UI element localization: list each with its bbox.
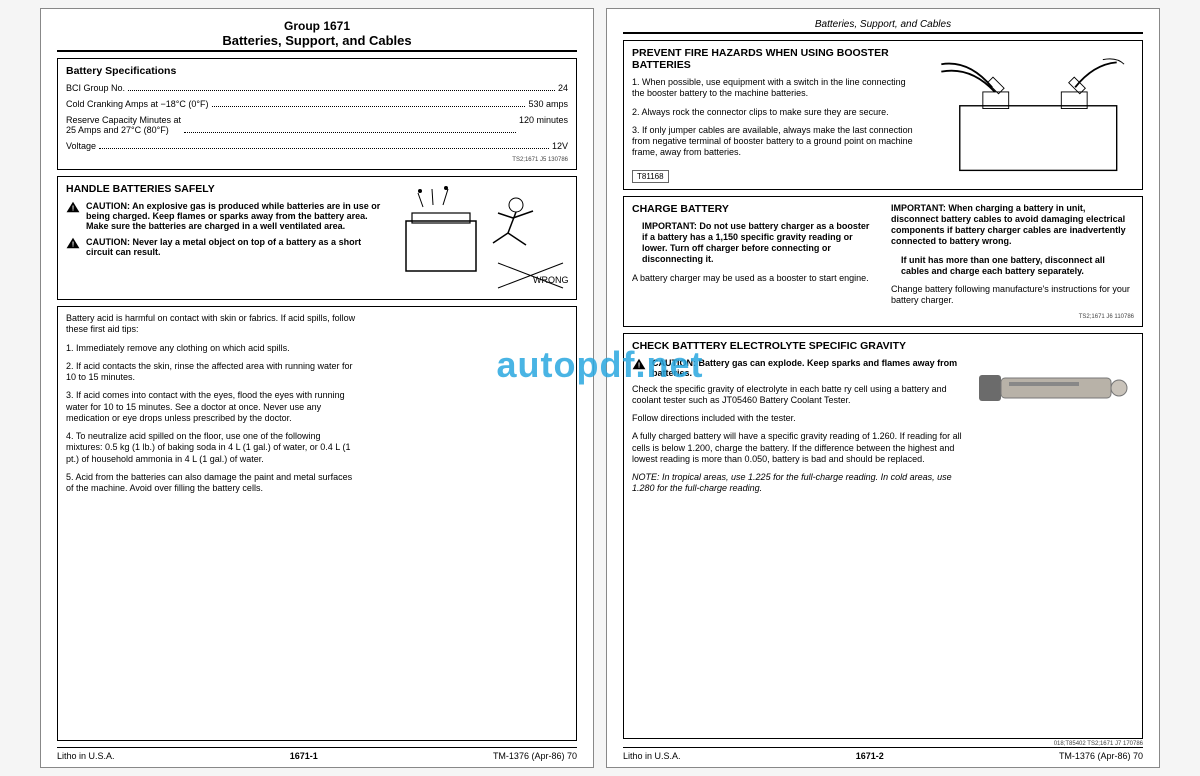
svg-text:!: ! <box>638 362 640 369</box>
section-charge-battery: CHARGE BATTERY IMPORTANT: Do not use bat… <box>623 196 1143 327</box>
leader-dots <box>128 83 555 91</box>
spec-label: Reserve Capacity Minutes at 25 Amps and … <box>66 115 181 135</box>
footer-doc: TM-1376 (Apr-86) 70 <box>493 751 577 761</box>
footer-litho: Litho in U.S.A. <box>57 751 115 761</box>
page-header: Group 1671 Batteries, Support, and Cable… <box>57 19 577 52</box>
caution-text: CAUTION: Battery gas can explode. Keep s… <box>652 358 964 378</box>
section-battery-specs: Battery Specifications BCI Group No. 24 … <box>57 58 577 170</box>
fire-title: PREVENT FIRE HAZARDS WHEN USING BOOSTER … <box>632 47 914 71</box>
page-header: Batteries, Support, and Cables <box>623 19 1143 34</box>
charge-important: IMPORTANT: When charging a battery in un… <box>891 203 1134 248</box>
spec-value: 24 <box>558 83 568 93</box>
footer-page: 1671-1 <box>290 751 318 761</box>
svg-text:!: ! <box>72 206 74 213</box>
illustration-tester <box>974 340 1134 733</box>
charge-important-text: If unit has more than one battery, disco… <box>891 255 1134 278</box>
section-handle-safely: HANDLE BATTERIES SAFELY ! CAUTION: An ex… <box>57 176 577 300</box>
spec-row: Cold Cranking Amps at −18°C (0°F) 530 am… <box>66 99 568 109</box>
spec-value: 12V <box>552 141 568 151</box>
fire-step: 3. If only jumper cables are available, … <box>632 125 914 159</box>
charge-title: CHARGE BATTERY <box>632 203 875 215</box>
footer-doc: TM-1376 (Apr-86) 70 <box>1059 751 1143 761</box>
spec-title: Battery Specifications <box>66 65 568 77</box>
spec-row: Reserve Capacity Minutes at 25 Amps and … <box>66 115 568 135</box>
acid-intro: Battery acid is harmful on contact with … <box>66 313 357 336</box>
acid-step: 5. Acid from the batteries can also dama… <box>66 472 357 495</box>
spec-value: 120 minutes <box>519 115 568 135</box>
acid-step: 4. To neutralize acid spilled on the flo… <box>66 431 357 465</box>
important-label: IMPORTANT: <box>642 221 697 231</box>
page-left: Group 1671 Batteries, Support, and Cable… <box>40 8 594 768</box>
charge-text: Change battery following manufacture's i… <box>891 284 1134 307</box>
illustration-booster <box>924 47 1134 183</box>
fire-ref: T81168 <box>632 170 669 183</box>
acid-step: 2. If acid contacts the skin, rinse the … <box>66 361 357 384</box>
handle-title: HANDLE BATTERIES SAFELY <box>66 183 388 195</box>
electrolyte-text: A fully charged battery will have a spec… <box>632 431 964 465</box>
caution-block: ! CAUTION: An explosive gas is produced … <box>66 201 388 231</box>
charge-ref: TS2;1671 J6 110786 <box>891 314 1134 320</box>
acid-step: 3. If acid comes into contact with the e… <box>66 390 357 424</box>
electrolyte-title: CHECK BATTTERY ELECTROLYTE SPECIFIC GRAV… <box>632 340 964 352</box>
electrolyte-text: Follow directions included with the test… <box>632 413 964 424</box>
warning-icon: ! <box>632 358 646 378</box>
running-head: Batteries, Support, and Cables <box>623 19 1143 30</box>
page-spread: Group 1671 Batteries, Support, and Cable… <box>0 0 1200 776</box>
charge-important: IMPORTANT: Do not use battery charger as… <box>632 221 875 266</box>
electrolyte-note: NOTE: In tropical areas, use 1.225 for t… <box>632 472 964 495</box>
group-number: Group 1671 <box>57 19 577 33</box>
spec-row: BCI Group No. 24 <box>66 83 568 93</box>
caution-block: ! CAUTION: Battery gas can explode. Keep… <box>632 358 964 378</box>
caution-text: CAUTION: An explosive gas is produced wh… <box>86 201 388 231</box>
spec-value: 530 amps <box>528 99 568 109</box>
spec-label: Cold Cranking Amps at −18°C (0°F) <box>66 99 209 109</box>
caution-text: CAUTION: Never lay a metal object on top… <box>86 237 388 257</box>
electrolyte-text: Check the specific gravity of electrolyt… <box>632 384 964 407</box>
charge-text: A battery charger may be used as a boost… <box>632 273 875 284</box>
fire-step: 2. Always rock the connector clips to ma… <box>632 107 914 118</box>
fire-step: 1. When possible, use equipment with a s… <box>632 77 914 100</box>
svg-text:!: ! <box>72 242 74 249</box>
footer-litho: Litho in U.S.A. <box>623 751 681 761</box>
leader-dots <box>184 115 516 133</box>
spec-label: BCI Group No. <box>66 83 125 93</box>
spec-ref: TS2;1671 J5 130786 <box>66 157 568 163</box>
important-label: IMPORTANT: <box>891 203 946 213</box>
section-acid-first-aid: Battery acid is harmful on contact with … <box>57 306 577 741</box>
spec-row: Voltage 12V <box>66 141 568 151</box>
page-right: Batteries, Support, and Cables PREVENT F… <box>606 8 1160 768</box>
illustration-wrong: WRONG <box>398 183 568 293</box>
spec-label: Voltage <box>66 141 96 151</box>
section-fire-hazards: PREVENT FIRE HAZARDS WHEN USING BOOSTER … <box>623 40 1143 190</box>
leader-dots <box>99 141 549 149</box>
warning-icon: ! <box>66 201 80 231</box>
footer-page: 1671-2 <box>856 751 884 761</box>
page-footer: Litho in U.S.A. 1671-2 TM-1376 (Apr-86) … <box>623 747 1143 761</box>
caution-block: ! CAUTION: Never lay a metal object on t… <box>66 237 388 257</box>
leader-dots <box>212 99 526 107</box>
section-electrolyte: CHECK BATTTERY ELECTROLYTE SPECIFIC GRAV… <box>623 333 1143 740</box>
page-footer: Litho in U.S.A. 1671-1 TM-1376 (Apr-86) … <box>57 747 577 761</box>
warning-icon: ! <box>66 237 80 257</box>
acid-step: 1. Immediately remove any clothing on wh… <box>66 343 357 354</box>
group-title: Batteries, Support, and Cables <box>57 33 577 48</box>
